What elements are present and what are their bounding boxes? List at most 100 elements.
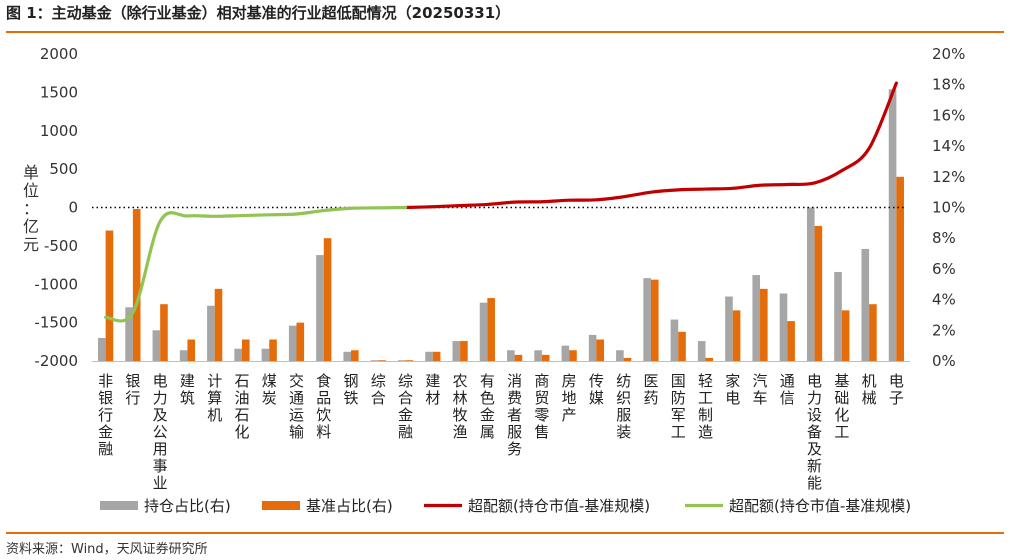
right-tick-label: 16% xyxy=(932,106,965,124)
benchmark-bar xyxy=(405,360,414,361)
category-label: 有色金属 xyxy=(480,372,495,441)
benchmark-bar xyxy=(269,339,277,361)
category-label: 传媒 xyxy=(589,372,604,407)
left-tick-label: -1500 xyxy=(34,314,78,332)
left-axis-title-char: 亿 xyxy=(23,217,39,236)
category-label: 房地产 xyxy=(562,372,577,424)
holding-bar xyxy=(207,305,215,361)
category-label: 建材 xyxy=(425,372,440,407)
legend-label: 基准占比(右) xyxy=(306,497,393,515)
benchmark-bar xyxy=(732,310,741,361)
right-tick-label: 0% xyxy=(932,352,956,370)
right-tick-label: 10% xyxy=(932,199,965,217)
benchmark-bar xyxy=(214,288,223,361)
figure-title: 图 1：主动基金（除行业基金）相对基准的行业超低配情况（20250331） xyxy=(6,4,511,22)
holding-bar xyxy=(234,348,242,361)
category-label: 计算机 xyxy=(207,372,222,424)
left-tick-label: 2000 xyxy=(40,45,78,63)
holding-bar xyxy=(261,348,270,361)
benchmark-bar xyxy=(187,339,196,361)
category-label: 电力及公用事业 xyxy=(153,372,168,492)
legend-label: 超配额(持仓市值-基准规模) xyxy=(468,497,650,515)
category-label: 综合 xyxy=(371,372,386,407)
holding-bar xyxy=(316,255,324,361)
legend-label: 持仓占比(右) xyxy=(144,497,231,515)
holding-bar xyxy=(98,337,106,361)
benchmark-bar xyxy=(596,339,605,361)
category-label: 轻工制造 xyxy=(698,372,713,441)
category-label: 国防军工 xyxy=(671,372,686,441)
category-label: 汽车 xyxy=(753,372,768,407)
holding-bar xyxy=(452,341,461,361)
title-divider xyxy=(6,31,1004,33)
left-axis-title-char: 元 xyxy=(23,235,39,254)
benchmark-bar xyxy=(678,331,686,361)
holding-bar xyxy=(152,330,161,361)
category-label: 家电 xyxy=(725,372,740,407)
benchmark-bar xyxy=(132,209,141,361)
benchmark-bar xyxy=(323,238,332,361)
holding-bar xyxy=(507,350,515,361)
benchmark-bar xyxy=(841,310,850,361)
right-tick-label: 2% xyxy=(932,321,956,339)
holding-bar xyxy=(479,302,488,361)
benchmark-bar xyxy=(241,339,250,361)
left-tick-label: -2000 xyxy=(34,352,78,370)
category-label: 电力设备及新能源 xyxy=(807,372,822,509)
holding-bar xyxy=(861,248,870,361)
benchmark-bar xyxy=(896,176,904,361)
holding-bar xyxy=(806,207,815,361)
right-tick-label: 20% xyxy=(932,45,965,63)
holding-bar xyxy=(125,307,133,361)
legend-swatch xyxy=(100,501,138,510)
line-series xyxy=(104,81,898,323)
category-label: 基础化工 xyxy=(834,372,849,441)
benchmark-bar xyxy=(760,288,768,361)
right-axis-ticks: 0% 2% 4% 6% 8% 10% 12% 14% 16% 18% 20% xyxy=(932,45,965,370)
category-label: 消费者服务 xyxy=(507,372,522,458)
left-tick-label: 0 xyxy=(68,199,78,217)
holding-bar xyxy=(561,345,570,361)
benchmark-bar xyxy=(623,357,632,361)
holding-bar xyxy=(588,334,597,361)
left-tick-label: 1500 xyxy=(40,83,78,101)
left-axis-title: 单位：亿元 xyxy=(23,163,39,254)
category-label: 交通运输 xyxy=(289,372,304,441)
holding-bar xyxy=(397,360,406,361)
category-label: 机械 xyxy=(862,372,877,407)
benchmark-bar xyxy=(650,279,659,361)
overweight-line-green xyxy=(104,205,408,323)
left-axis-title-char: ： xyxy=(23,199,39,218)
category-label: 银行 xyxy=(125,372,140,407)
category-label: 商贸零售 xyxy=(534,372,549,441)
holding-bar xyxy=(534,350,542,361)
left-axis-title-char: 位 xyxy=(23,181,39,200)
holding-bar xyxy=(370,360,379,361)
benchmark-bar xyxy=(541,354,550,361)
category-label: 煤炭 xyxy=(262,372,277,407)
benchmark-bar xyxy=(487,298,495,361)
benchmark-bar xyxy=(814,225,823,361)
source-note: 资料来源：Wind，天风证券研究所 xyxy=(6,542,208,557)
category-label: 建筑 xyxy=(180,372,195,407)
category-label: 石油石化 xyxy=(234,372,249,441)
right-tick-label: 8% xyxy=(932,229,956,247)
benchmark-bar xyxy=(787,321,795,361)
benchmark-bar xyxy=(296,322,305,362)
right-tick-label: 12% xyxy=(932,168,965,186)
right-tick-label: 4% xyxy=(932,291,956,309)
right-tick-label: 18% xyxy=(932,76,965,94)
benchmark-bar xyxy=(105,230,114,361)
benchmark-bar xyxy=(514,354,523,361)
benchmark-bar xyxy=(705,357,714,361)
category-label: 非银行金融 xyxy=(98,372,113,458)
legend-swatch xyxy=(262,501,300,510)
holding-bar xyxy=(725,296,733,361)
bar-series xyxy=(98,89,904,362)
holding-bar xyxy=(670,319,679,361)
right-tick-label: 14% xyxy=(932,137,965,155)
left-tick-label: -1000 xyxy=(34,275,78,293)
benchmark-bar xyxy=(460,341,468,361)
benchmark-bar xyxy=(351,350,359,361)
dual-axis-bar-line-chart: -2000 -1500 -1000 -500 0 500 1000 1500 2000 0% 2%… xyxy=(23,45,965,518)
